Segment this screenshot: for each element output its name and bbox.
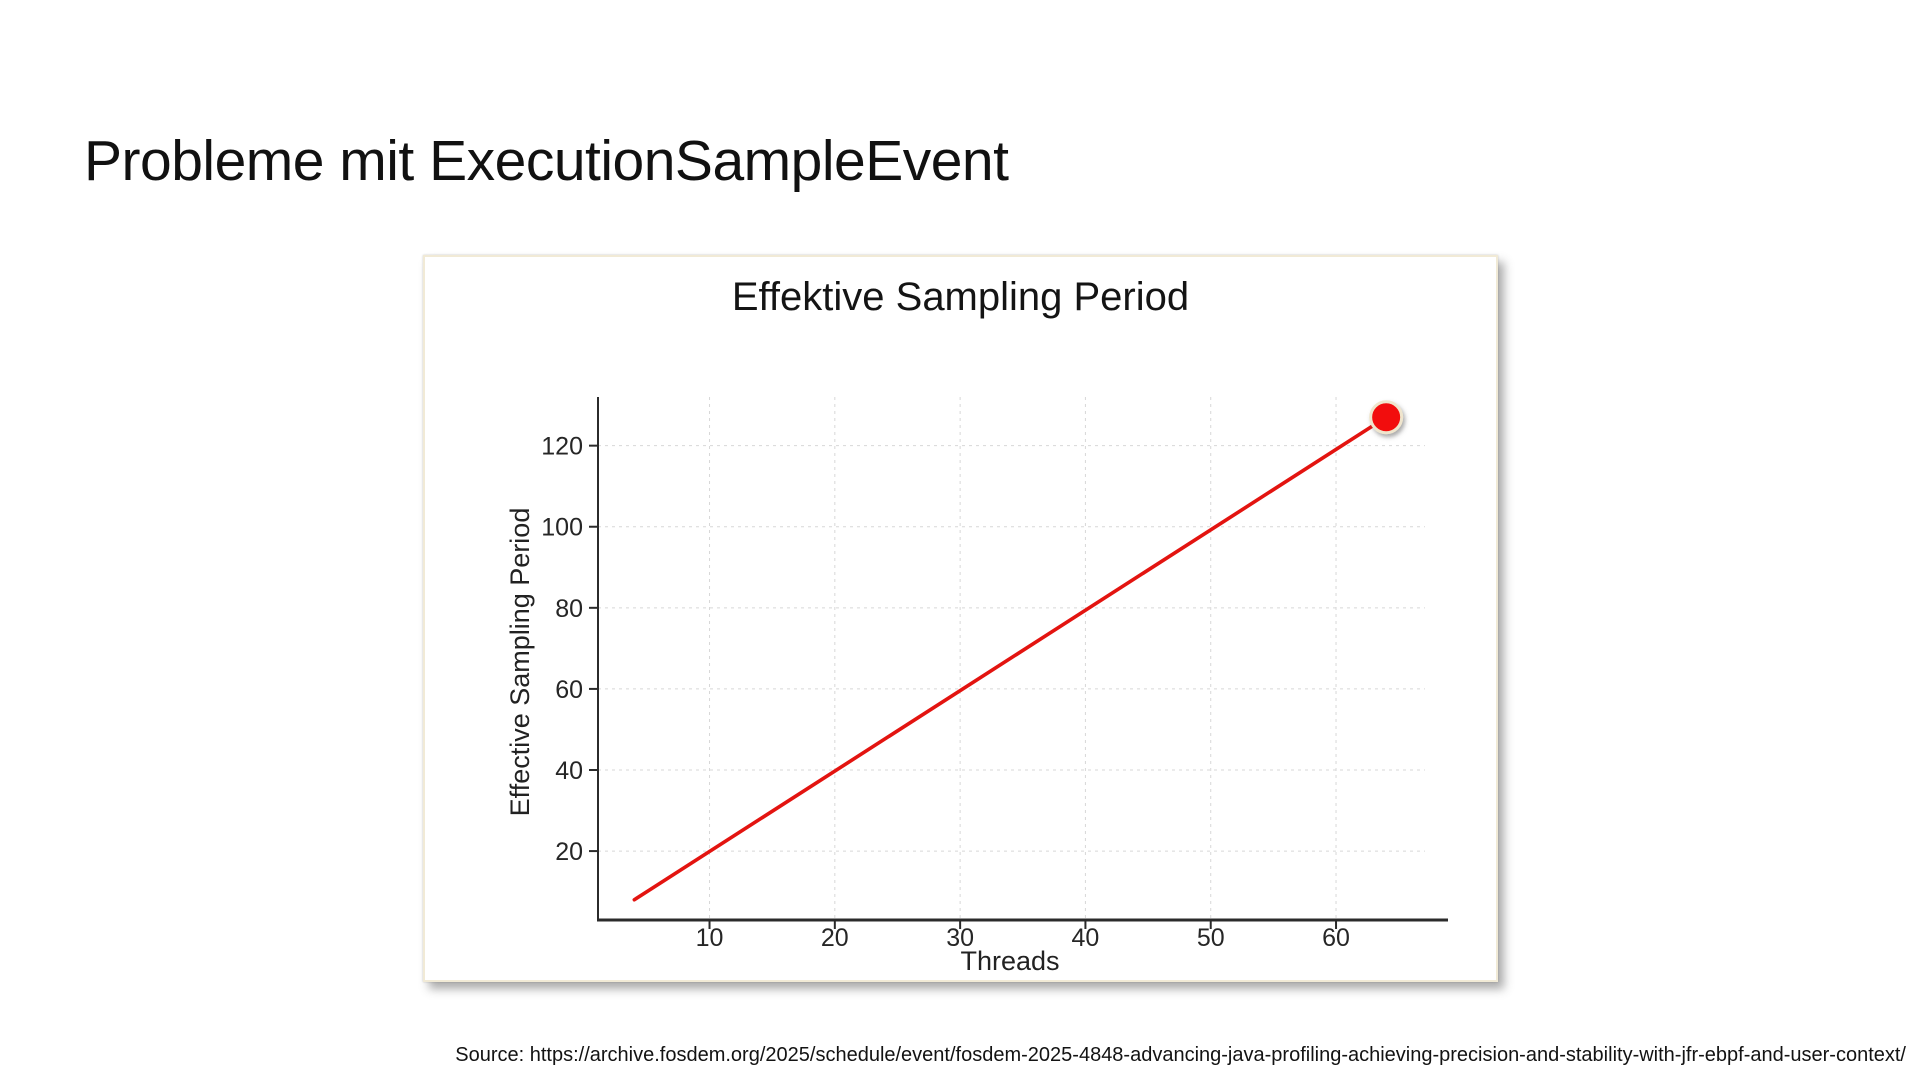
series-layer bbox=[632, 400, 1404, 902]
x-tick-label: 40 bbox=[1072, 924, 1100, 952]
y-axis-label: Effective Sampling Period bbox=[505, 508, 535, 817]
sampling-period-chart: 10 20 30 40 50 60 20 40 60 80 100 120 Threads Effec… bbox=[505, 397, 1448, 976]
y-tick-label: 120 bbox=[541, 433, 583, 461]
y-tick-label: 20 bbox=[555, 838, 583, 866]
axes-layer: 10 20 30 40 50 60 20 40 60 80 100 120 bbox=[541, 397, 1448, 952]
y-tick-label: 40 bbox=[555, 757, 583, 785]
x-axis-label: Threads bbox=[960, 946, 1059, 976]
x-tick-label: 20 bbox=[821, 924, 849, 952]
end-point-marker bbox=[1369, 400, 1404, 435]
data-line bbox=[632, 415, 1388, 902]
source-caption: Source: https://archive.fosdem.org/2025/… bbox=[455, 1044, 1906, 1066]
x-tick-label: 30 bbox=[946, 924, 974, 952]
slide-title: Probleme mit ExecutionSampleEvent bbox=[84, 129, 1009, 193]
grid-layer bbox=[598, 397, 1425, 920]
x-tick-label: 10 bbox=[696, 924, 724, 952]
y-tick-label: 60 bbox=[555, 676, 583, 704]
y-tick-label: 100 bbox=[541, 514, 583, 542]
chart-panel: Effektive Sampling Period 10 20 30 40 50 60 20… bbox=[423, 255, 1498, 982]
chart-title: Effektive Sampling Period bbox=[731, 275, 1190, 319]
y-tick-label: 80 bbox=[555, 595, 583, 623]
x-tick-label: 50 bbox=[1197, 924, 1225, 952]
x-tick-label: 60 bbox=[1322, 924, 1350, 952]
